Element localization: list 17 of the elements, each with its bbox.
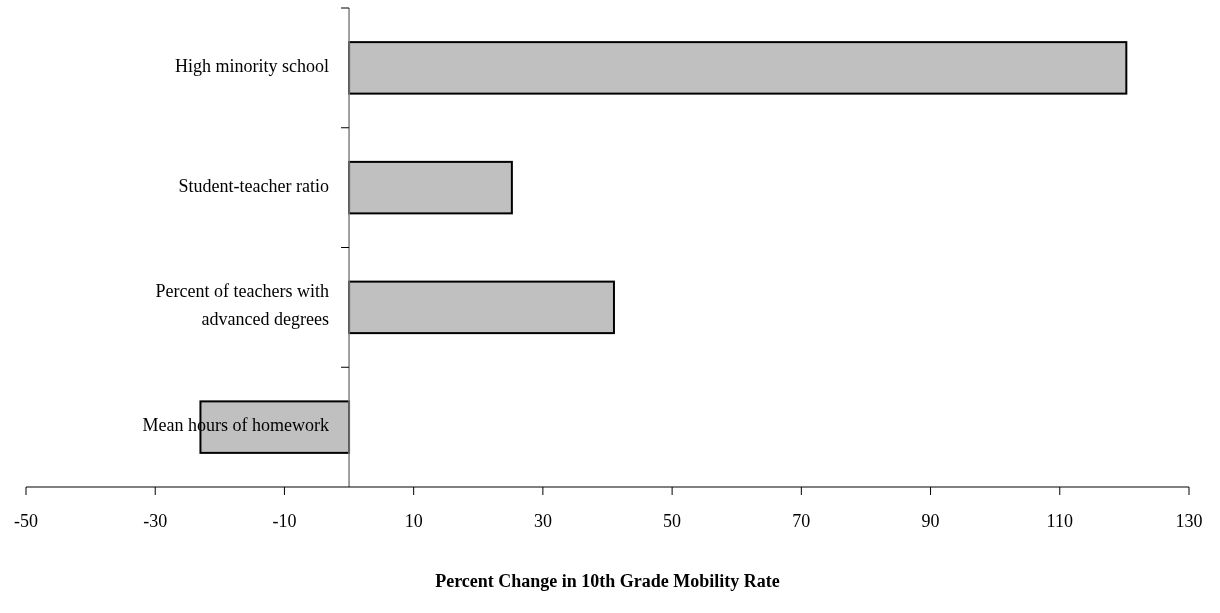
x-tick-label: -10 (272, 511, 297, 531)
x-tick-label: -30 (143, 511, 168, 531)
bar (348, 41, 1128, 95)
x-tick-label: 110 (1046, 511, 1073, 531)
bar (348, 160, 513, 215)
x-tick-label: 90 (921, 511, 940, 531)
x-axis-title: Percent Change in 10th Grade Mobility Rate (435, 571, 780, 591)
x-tick-label: 130 (1175, 511, 1203, 531)
bar (348, 280, 615, 335)
x-tick-label: 70 (792, 511, 811, 531)
y-tick-label: High minority school (175, 56, 330, 76)
y-tick-label: Student-teacher ratio (178, 175, 330, 196)
x-tick-label: -50 (14, 511, 38, 531)
y-tick-label: Percent of teachers with advanced degrees (155, 281, 330, 330)
x-tick-label: 10 (404, 511, 423, 531)
x-tick-label: 30 (533, 511, 552, 531)
x-tick-label: 50 (663, 511, 682, 531)
